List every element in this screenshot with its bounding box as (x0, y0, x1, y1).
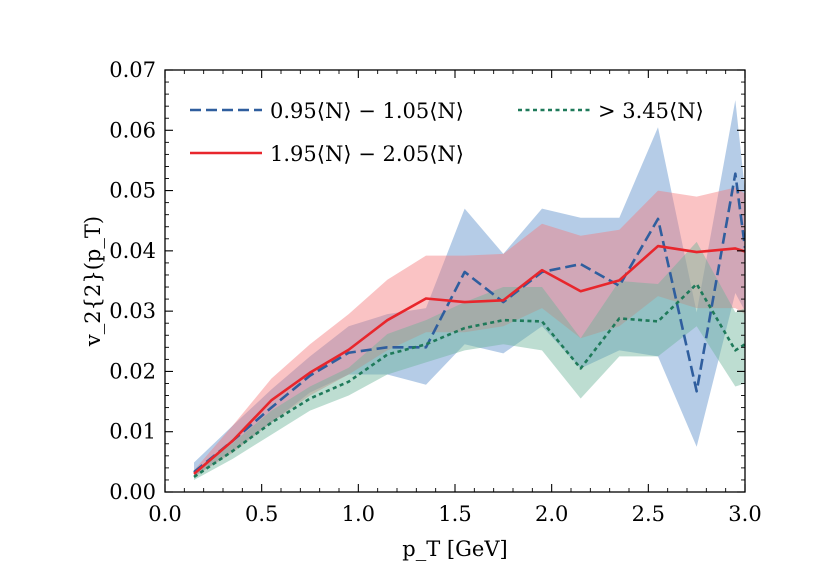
line-series-1 (193, 172, 745, 474)
line-series-3 (193, 282, 745, 479)
x-tick-label: 2.0 (535, 502, 568, 526)
y-tick-label: 0.06 (109, 118, 156, 142)
y-tick-label: 0.05 (109, 179, 156, 203)
confidence-bands (194, 100, 745, 480)
x-tick-label: 2.5 (632, 502, 665, 526)
x-tick-label: 1.0 (342, 502, 375, 526)
band-series-1 (194, 100, 745, 477)
axes: 0.0 0.5 1.0 1.5 2.0 2.5 3.0 0.00 0.01 0.02 0.03 0.0… (109, 58, 761, 526)
band-series-2 (194, 187, 745, 477)
y-tick-label: 0.03 (109, 299, 156, 323)
y-tick-label: 0.01 (109, 420, 156, 444)
band-series-3 (194, 241, 745, 480)
x-tick-label: 0.5 (245, 502, 278, 526)
series-lines (193, 172, 745, 479)
x-tick-label: 0.0 (148, 502, 181, 526)
legend-label-3: > 3.45⟨N⟩ (598, 99, 704, 123)
y-tick-label: 0.07 (109, 58, 156, 82)
line-series-2 (193, 244, 745, 475)
legend-label-2: 1.95⟨N⟩ − 2.05⟨N⟩ (270, 142, 464, 166)
x-tick-label: 1.5 (438, 502, 471, 526)
y-tick-label: 0.00 (109, 480, 156, 504)
x-tick-label: 3.0 (728, 502, 761, 526)
y-tick-label: 0.04 (109, 239, 156, 263)
legend-label-1: 0.95⟨N⟩ − 1.05⟨N⟩ (270, 99, 464, 123)
legend: 0.95⟨N⟩ − 1.05⟨N⟩ 1.95⟨N⟩ − 2.05⟨N⟩ > 3.45… (190, 99, 704, 166)
x-axis-label: p_T [GeV] (402, 537, 507, 561)
y-axis-label: v_2{2}(p_T) (81, 216, 105, 347)
y-tick-label: 0.02 (109, 359, 156, 383)
